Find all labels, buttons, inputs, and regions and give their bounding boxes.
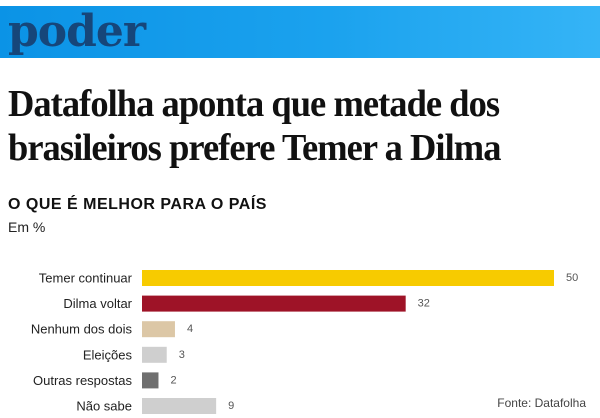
chart-source: Fonte: Datafolha [497,396,586,410]
value-label-nao-sabe: 9 [228,400,234,412]
section-banner-stripe [0,6,600,58]
bar-outras-respostas [142,372,159,389]
headline: Datafolha aponta que metade dos brasilei… [8,83,501,169]
bar-dilma-voltar [142,295,406,312]
category-label-eleicoes: Eleições [83,347,133,362]
value-label-outras-respostas: 2 [170,374,176,386]
bar-temer-continuar [142,270,554,286]
bar-eleicoes [142,346,167,363]
value-label-nenhum-dos-dois: 4 [187,323,193,335]
value-label-eleicoes: 3 [179,349,185,361]
chart-subtitle: Em % [8,219,46,235]
value-label-temer-continuar: 50 [566,272,578,284]
section-name[interactable]: poder [8,6,146,57]
value-label-dilma-voltar: 32 [418,298,430,310]
category-label-temer-continuar: Temer continuar [39,271,133,286]
category-label-nao-sabe: Não sabe [76,399,132,414]
category-label-dilma-voltar: Dilma voltar [63,296,132,311]
bar-nao-sabe [142,398,217,414]
chart-title: O QUE É MELHOR PARA O PAÍS [8,196,267,213]
category-label-nenhum-dos-dois: Nenhum dos dois [31,322,133,337]
category-label-outras-respostas: Outras respostas [33,373,132,388]
bar-nenhum-dos-dois [142,321,175,338]
section-banner[interactable]: poder [0,0,600,62]
